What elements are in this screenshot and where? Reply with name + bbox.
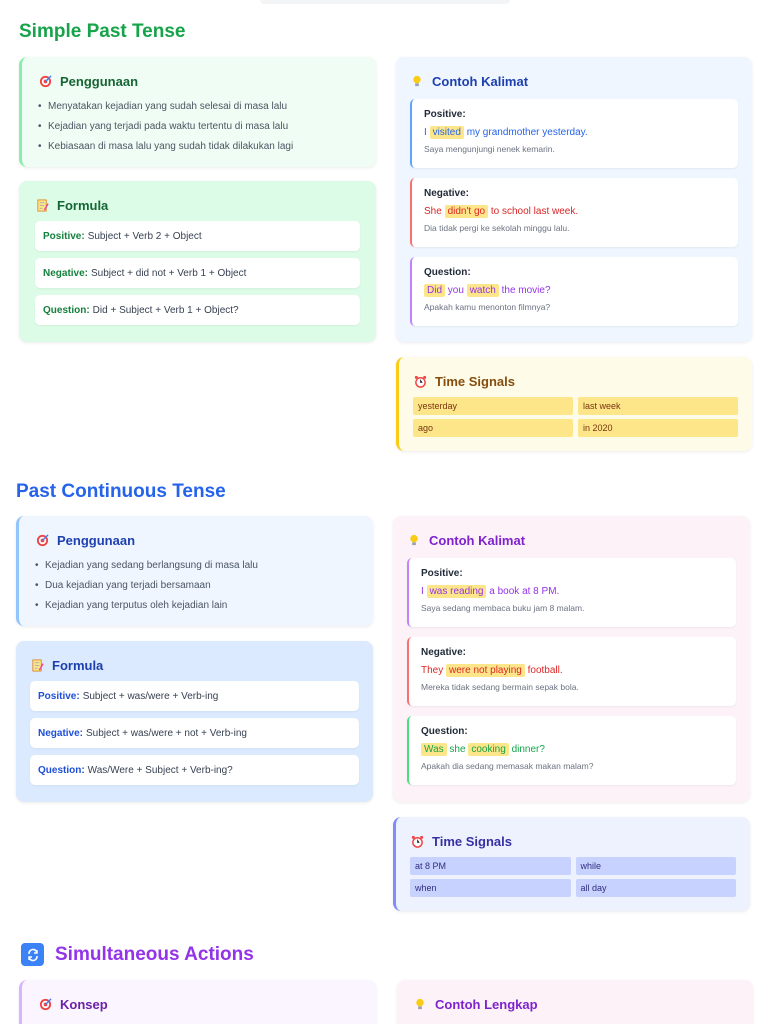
- example-positive: Positive: I visited my grandmother yeste…: [410, 99, 738, 168]
- signal-tag: all day: [575, 879, 736, 897]
- example-negative: Negative: They were not playing football…: [407, 637, 736, 706]
- usage-item: Dua kejadian yang terjadi bersamaan: [35, 576, 357, 596]
- alarm-clock-icon: [410, 835, 424, 849]
- section-header-simultaneous: Simultaneous Actions: [21, 943, 254, 966]
- concept-heading: Konsep: [60, 997, 108, 1012]
- simple-past-signals-card: Time Signals yesterday last week ago in …: [396, 357, 752, 451]
- simple-past-formula-card: Formula Positive: Subject + Verb 2 + Obje…: [19, 181, 376, 342]
- target-icon: [38, 998, 52, 1012]
- memo-icon: [35, 199, 49, 213]
- usage-item: Kejadian yang sedang berlangsung di masa…: [35, 556, 357, 576]
- past-continuous-usage-card: Penggunaan Kejadian yang sedang berlangs…: [16, 516, 373, 626]
- usage-heading: Penggunaan: [57, 533, 136, 548]
- usage-item: Kejadian yang terputus oleh kejadian lai…: [35, 596, 357, 616]
- formula-question: Question: Was/Were + Subject + Verb-ing?: [30, 755, 359, 785]
- signal-tag: while: [575, 857, 736, 875]
- formula-negative: Negative: Subject + was/were + not + Verb…: [30, 718, 359, 748]
- example-question: Question: Was she cooking dinner? Apakah…: [407, 716, 736, 785]
- section-title-past-continuous: Past Continuous Tense: [16, 481, 226, 502]
- past-continuous-formula-card: Formula Positive: Subject + was/were + Ve…: [16, 641, 373, 802]
- memo-icon: [30, 659, 44, 673]
- signal-tag: last week: [578, 397, 738, 415]
- example-question: Question: Did you watch the movie? Apaka…: [410, 257, 738, 326]
- simultaneous-concept-card: Konsep: [19, 980, 376, 1024]
- formula-heading: Formula: [57, 198, 109, 213]
- usage-item: Kejadian yang terjadi pada waktu tertent…: [38, 117, 360, 137]
- lightbulb-icon: [413, 998, 427, 1012]
- examples-heading: Contoh Kalimat: [432, 74, 529, 89]
- signal-tag: when: [410, 879, 571, 897]
- formula-heading: Formula: [52, 658, 104, 673]
- refresh-icon: [21, 943, 44, 966]
- signal-tag: yesterday: [413, 397, 573, 415]
- formula-negative: Negative: Subject + did not + Verb 1 + Ob…: [35, 258, 360, 288]
- alarm-clock-icon: [413, 375, 427, 389]
- simultaneous-example-card: Contoh Lengkap: [397, 980, 753, 1024]
- usage-item: Menyatakan kejadian yang sudah selesai d…: [38, 97, 360, 117]
- simple-past-usage-card: Penggunaan Menyatakan kejadian yang suda…: [19, 57, 376, 167]
- signals-heading: Time Signals: [435, 374, 515, 389]
- usage-heading: Penggunaan: [60, 74, 139, 89]
- section-title-simple-past: Simple Past Tense: [19, 21, 186, 42]
- lightbulb-icon: [410, 75, 424, 89]
- examples-heading: Contoh Kalimat: [429, 533, 526, 548]
- signal-tag: at 8 PM: [410, 857, 571, 875]
- example-negative: Negative: She didn't go to school last w…: [410, 178, 738, 247]
- signals-heading: Time Signals: [432, 834, 512, 849]
- signal-tag: ago: [413, 419, 573, 437]
- example-heading: Contoh Lengkap: [435, 997, 538, 1012]
- past-continuous-signals-card: Time Signals at 8 PM while when all day: [393, 817, 750, 911]
- example-positive: Positive: I was reading a book at 8 PM. …: [407, 558, 736, 627]
- target-icon: [35, 534, 49, 548]
- formula-question: Question: Did + Subject + Verb 1 + Object…: [35, 295, 360, 325]
- top-edge: [260, 0, 510, 4]
- section-title-simultaneous: Simultaneous Actions: [55, 943, 254, 965]
- lightbulb-icon: [407, 534, 421, 548]
- past-continuous-examples-card: Contoh Kalimat Positive: I was reading a…: [393, 516, 750, 802]
- usage-item: Kebiasaan di masa lalu yang sudah tidak …: [38, 137, 360, 157]
- formula-positive: Positive: Subject + Verb 2 + Object: [35, 221, 360, 251]
- formula-positive: Positive: Subject + was/were + Verb-ing: [30, 681, 359, 711]
- simple-past-examples-card: Contoh Kalimat Positive: I visited my gr…: [396, 57, 752, 342]
- signal-tag: in 2020: [578, 419, 738, 437]
- target-icon: [38, 75, 52, 89]
